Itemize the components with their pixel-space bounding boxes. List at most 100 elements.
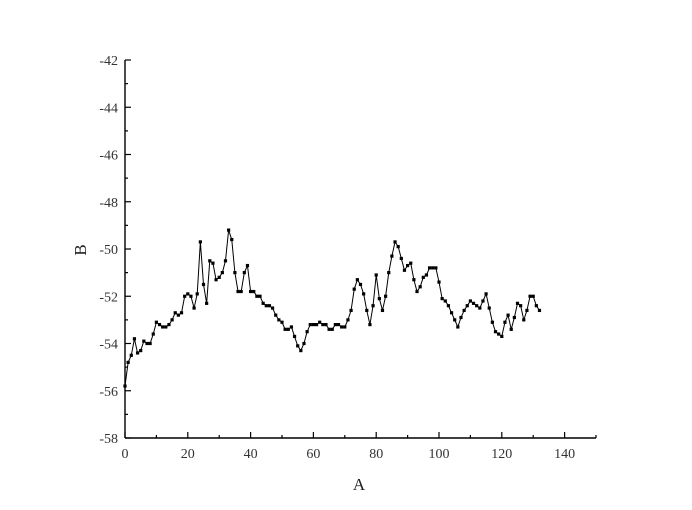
data-point (490, 320, 494, 324)
data-point (227, 228, 231, 232)
data-point (157, 323, 162, 327)
data-point (255, 294, 259, 298)
data-point (343, 325, 347, 329)
data-point (456, 325, 460, 329)
data-point (308, 323, 312, 327)
data-point (214, 278, 218, 282)
data-point (358, 282, 363, 287)
data-point (280, 320, 284, 324)
x-tick-label: 20 (181, 447, 195, 462)
data-point (506, 313, 510, 317)
data-point (170, 318, 174, 322)
data-point (236, 289, 240, 294)
data-point (509, 327, 513, 331)
data-point (176, 313, 180, 317)
data-point (478, 306, 482, 310)
data-point (500, 334, 504, 339)
y-tick-label: -48 (99, 196, 118, 211)
series (123, 228, 542, 388)
data-point (412, 278, 416, 282)
data-point (487, 306, 491, 310)
y-tick-label: -58 (99, 432, 118, 447)
data-point (318, 320, 322, 324)
data-point (503, 320, 507, 324)
data-point (249, 289, 253, 294)
data-point (314, 323, 319, 327)
data-point (142, 339, 146, 343)
data-point (446, 304, 451, 308)
x-tick-label: 60 (306, 447, 320, 462)
x-tick-label: 40 (244, 447, 258, 462)
data-point (151, 332, 155, 336)
data-point (471, 301, 476, 305)
data-point (437, 280, 441, 284)
data-point (515, 301, 520, 305)
data-point (424, 273, 429, 277)
data-point (399, 256, 403, 261)
data-point (355, 278, 359, 282)
data-point (311, 323, 315, 327)
x-tick-label: 140 (554, 447, 575, 462)
data-point (368, 323, 372, 327)
data-point (534, 304, 538, 308)
data-point (365, 308, 369, 313)
y-tick-label: -44 (99, 101, 118, 116)
data-point (387, 271, 391, 275)
data-point (522, 318, 526, 322)
data-point (453, 318, 457, 322)
y-tick-label: -50 (99, 243, 118, 258)
data-point (135, 351, 140, 355)
y-axis-title: B (71, 244, 90, 255)
data-point (421, 275, 425, 279)
data-point (305, 330, 309, 334)
data-point (519, 304, 523, 308)
data-point (324, 323, 328, 327)
data-point (528, 294, 532, 298)
data-point (484, 292, 488, 296)
data-point (340, 325, 344, 329)
y-tick-label: -52 (99, 290, 118, 305)
data-point (512, 315, 516, 320)
data-point (167, 323, 171, 327)
data-point (230, 237, 234, 242)
data-point (217, 275, 221, 279)
data-point (211, 261, 215, 265)
data-point (380, 308, 385, 313)
data-point (434, 266, 438, 270)
y-tick-label: -42 (99, 54, 118, 69)
x-axis-title: A (353, 475, 366, 494)
data-point (352, 287, 356, 291)
data-point (390, 254, 394, 258)
data-point (195, 292, 199, 296)
data-point (289, 325, 294, 329)
data-point (427, 266, 432, 270)
data-point (154, 320, 158, 324)
ticks (124, 59, 597, 439)
data-point (346, 318, 350, 322)
data-point (409, 261, 413, 265)
data-point (459, 315, 463, 320)
data-point (327, 327, 331, 331)
data-point (497, 332, 501, 336)
x-tick-label: 80 (369, 447, 383, 462)
data-point (537, 308, 542, 313)
data-point (283, 327, 287, 331)
data-point (186, 292, 190, 296)
data-point (233, 271, 237, 275)
data-point (132, 337, 137, 341)
data-point (223, 259, 228, 263)
data-point (465, 304, 469, 308)
data-point (201, 282, 206, 287)
data-point (449, 311, 454, 315)
data-point (431, 266, 435, 270)
data-point (274, 313, 278, 317)
data-point (525, 308, 529, 313)
data-point (292, 334, 297, 339)
data-point (139, 348, 143, 353)
data-point (384, 294, 388, 298)
data-point (374, 273, 378, 277)
data-point (333, 323, 337, 327)
data-point (192, 306, 196, 310)
data-point (418, 285, 422, 289)
data-point (493, 330, 498, 334)
